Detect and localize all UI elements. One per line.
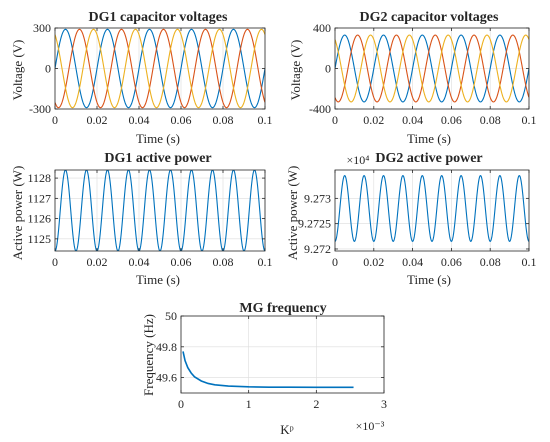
x-tick-label: 0.06 bbox=[441, 255, 462, 269]
x-axis-label: Time (s) bbox=[407, 272, 451, 287]
x-tick-label: 0.1 bbox=[258, 113, 273, 127]
y-tick-label: 400 bbox=[313, 21, 331, 35]
power-line bbox=[55, 170, 265, 251]
x-axis-label: Time (s) bbox=[136, 272, 180, 287]
x-tick-label: 0 bbox=[332, 255, 338, 269]
x-tick-label: 0 bbox=[332, 113, 338, 127]
x-tick-label: 0.04 bbox=[129, 255, 150, 269]
phase-b-line bbox=[335, 34, 529, 103]
x-tick-label: 0.04 bbox=[402, 255, 423, 269]
y-tick-label: 49.8 bbox=[156, 340, 177, 354]
x-tick-label: 0.06 bbox=[171, 255, 192, 269]
x-tick-label: 0 bbox=[178, 397, 184, 411]
x-tick-label: 0.06 bbox=[171, 113, 192, 127]
x-tick-label: 0.1 bbox=[522, 113, 537, 127]
x-tick-label: 0 bbox=[52, 255, 58, 269]
x-tick-label: 0.08 bbox=[213, 113, 234, 127]
phase-c-line bbox=[55, 28, 265, 109]
x-tick-label: 0 bbox=[52, 113, 58, 127]
chart-title: DG2 capacitor voltages bbox=[360, 10, 499, 25]
x-tick-label: 0.08 bbox=[480, 255, 501, 269]
x-exponent-label: ×10⁻³ bbox=[356, 419, 385, 433]
y-axis-label: Frequency (Hz) bbox=[141, 314, 156, 396]
x-tick-label: 0.02 bbox=[87, 255, 108, 269]
x-tick-label: 0.04 bbox=[402, 113, 423, 127]
chart-title: DG1 active power bbox=[104, 151, 211, 166]
axes-frame bbox=[180, 315, 385, 394]
phase-a-line bbox=[335, 34, 529, 103]
frequency-line bbox=[182, 351, 354, 389]
y-tick-label: 9.2725 bbox=[298, 217, 331, 231]
phase-a-line bbox=[55, 28, 265, 109]
x-tick-label: 0.02 bbox=[87, 113, 108, 127]
y-tick-label: 1126 bbox=[27, 212, 51, 226]
x-tick-label: 3 bbox=[381, 397, 387, 411]
x-tick-label: 2 bbox=[313, 397, 319, 411]
panel-mg-frequency: MG frequency Frequency (Hz) Kᵖ ×10⁻³ 0 1 2… bbox=[141, 301, 387, 437]
y-axis-label: Active power (W) bbox=[285, 166, 300, 261]
y-tick-label: 50 bbox=[165, 309, 177, 323]
axes-frame bbox=[54, 169, 266, 252]
chart-title: MG frequency bbox=[239, 301, 326, 316]
x-tick-label: 0.1 bbox=[258, 255, 273, 269]
y-tick-label: 9.272 bbox=[304, 242, 331, 256]
panel-dg2-active-power: DG2 active power Active power (W) Time (… bbox=[285, 151, 537, 287]
x-tick-label: 0.08 bbox=[213, 255, 234, 269]
x-axis-label: Time (s) bbox=[407, 131, 451, 146]
y-tick-label: -300 bbox=[29, 102, 51, 116]
y-tick-label: 0 bbox=[325, 62, 331, 76]
x-tick-label: 0.04 bbox=[129, 113, 150, 127]
y-tick-label: -400 bbox=[309, 102, 331, 116]
x-axis-label: Kᵖ bbox=[280, 422, 293, 437]
phase-b-line bbox=[55, 28, 265, 109]
y-tick-label: 1125 bbox=[27, 232, 51, 246]
phase-c-line bbox=[335, 34, 529, 103]
y-tick-label: 1127 bbox=[27, 191, 51, 205]
x-tick-label: 0.08 bbox=[480, 113, 501, 127]
chart-title: DG1 capacitor voltages bbox=[89, 10, 228, 25]
plot-area: 0 0.02 0.04 0.06 0.08 0.1 9.272 9.2725 9.273 bbox=[298, 169, 537, 269]
x-tick-label: 0.02 bbox=[363, 113, 384, 127]
y-axis-label: Voltage (V) bbox=[10, 40, 25, 101]
y-tick-label: 9.273 bbox=[304, 191, 331, 205]
y-axis-label: Voltage (V) bbox=[288, 40, 303, 101]
panel-dg2-capacitor-voltages: DG2 capacitor voltages Voltage (V) Time … bbox=[288, 10, 537, 146]
x-tick-label: 1 bbox=[246, 397, 252, 411]
y-tick-label: 0 bbox=[45, 62, 51, 76]
x-tick-label: 0.1 bbox=[522, 255, 537, 269]
y-exponent-label: ×10⁴ bbox=[347, 153, 370, 167]
power-line bbox=[335, 174, 529, 243]
panel-dg1-active-power: DG1 active power Active power (W) Time (… bbox=[10, 151, 273, 287]
axes-frame bbox=[334, 169, 530, 252]
x-tick-label: 0.02 bbox=[363, 255, 384, 269]
y-tick-label: 49.6 bbox=[156, 371, 177, 385]
panel-dg1-capacitor-voltages: DG1 capacitor voltages Voltage (V) Time … bbox=[10, 10, 273, 146]
y-axis-label: Active power (W) bbox=[10, 166, 25, 261]
y-tick-label: 300 bbox=[33, 21, 51, 35]
y-tick-label: 1128 bbox=[27, 171, 51, 185]
plot-area: 0 1 2 3 49.6 49.8 50 bbox=[156, 309, 387, 411]
x-tick-label: 0.06 bbox=[441, 113, 462, 127]
plot-area: 0 0.02 0.04 0.06 0.08 0.1 1125 1126 1127 1128 bbox=[27, 169, 273, 269]
chart-title: DG2 active power bbox=[375, 151, 482, 166]
x-axis-label: Time (s) bbox=[136, 131, 180, 146]
